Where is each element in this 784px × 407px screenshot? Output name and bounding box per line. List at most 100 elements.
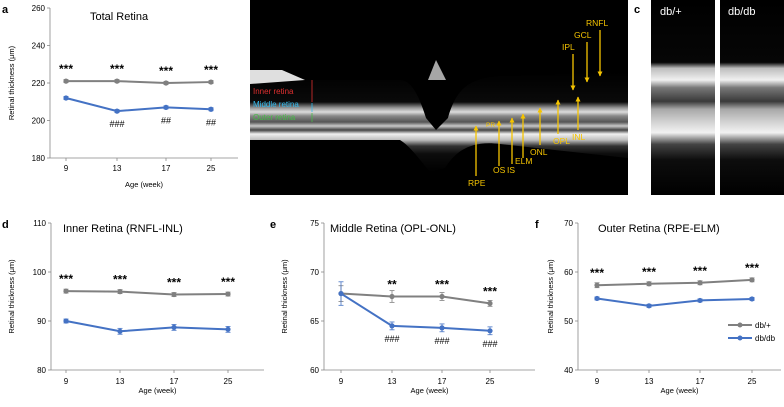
oct-optic-disc bbox=[428, 60, 446, 80]
label-os: OS bbox=[493, 165, 506, 175]
x-tick-label: 13 bbox=[116, 377, 125, 386]
data-point bbox=[117, 328, 123, 334]
series-line bbox=[340, 292, 491, 332]
panel-label-d: d bbox=[2, 219, 9, 231]
label-onl: ONL bbox=[530, 147, 548, 157]
data-point bbox=[389, 323, 395, 329]
series-line bbox=[65, 97, 212, 113]
data-point bbox=[646, 303, 652, 309]
data-point bbox=[646, 281, 652, 287]
panel-label-f: f bbox=[535, 219, 539, 231]
label-rpe: RPE bbox=[468, 178, 486, 188]
y-tick-label: 60 bbox=[564, 268, 573, 277]
y-tick-label: 70 bbox=[564, 219, 573, 228]
label-ipl: IPL bbox=[562, 42, 575, 52]
panel-label-c: c bbox=[634, 4, 640, 16]
data-point bbox=[389, 293, 395, 300]
data-point bbox=[163, 80, 169, 86]
x-tick-label: 9 bbox=[64, 377, 69, 386]
data-point bbox=[697, 297, 703, 304]
significance-hash: ### bbox=[434, 336, 449, 346]
data-point bbox=[439, 293, 445, 300]
thumb-label-dbplus: db/+ bbox=[660, 6, 682, 18]
chart-middle-retina: 60 65 70 75 9 13 17 25 Middle Retina (OPL-ONL) Ag… bbox=[280, 219, 535, 395]
oct-retina-band bbox=[250, 72, 628, 172]
significance-stars: *** bbox=[204, 63, 218, 77]
x-tick-label: 25 bbox=[748, 377, 757, 386]
data-point bbox=[487, 328, 493, 334]
x-tick-label: 25 bbox=[486, 377, 495, 386]
significance-stars: *** bbox=[435, 278, 449, 292]
significance-hash: ### bbox=[482, 339, 497, 349]
data-point bbox=[225, 291, 231, 297]
y-tick-label: 70 bbox=[310, 268, 319, 277]
data-point bbox=[163, 104, 169, 110]
data-point bbox=[749, 277, 755, 283]
x-tick-label: 25 bbox=[224, 377, 233, 386]
y-tick-label: 40 bbox=[564, 366, 573, 375]
oct-image: Inner retina Middle retina Outer retina … bbox=[250, 0, 628, 195]
data-point bbox=[439, 325, 445, 331]
data-point bbox=[171, 324, 177, 330]
series-line bbox=[65, 320, 229, 333]
label-inl: INL bbox=[572, 132, 586, 142]
x-tick-label: 13 bbox=[388, 377, 397, 386]
series-line bbox=[340, 292, 491, 305]
data-point bbox=[63, 288, 69, 294]
y-tick-label: 240 bbox=[32, 42, 46, 51]
label-rnfl: RNFL bbox=[586, 18, 608, 28]
x-tick-label: 25 bbox=[207, 164, 216, 173]
significance-hash: ## bbox=[161, 115, 171, 125]
significance-hash: ### bbox=[384, 334, 399, 344]
x-tick-label: 13 bbox=[113, 164, 122, 173]
label-middle-retina: Middle retina bbox=[253, 100, 299, 109]
data-point bbox=[63, 78, 69, 84]
thumbnail-dbplus: db/+ bbox=[651, 0, 715, 195]
legend-marker-dbplus bbox=[737, 322, 743, 328]
data-point bbox=[749, 296, 755, 302]
data-point bbox=[487, 300, 493, 306]
legend-label-dbdb: db/db bbox=[755, 334, 776, 343]
y-axis-title: Retinal thickness (μm) bbox=[280, 259, 289, 334]
oct-bright-spot bbox=[250, 70, 305, 84]
data-point bbox=[208, 79, 214, 85]
x-axis-title: Age (week) bbox=[139, 386, 177, 395]
y-tick-label: 75 bbox=[310, 219, 319, 228]
significance-stars: *** bbox=[59, 62, 73, 76]
x-axis-title: Age (week) bbox=[411, 386, 449, 395]
significance-stars: *** bbox=[642, 265, 656, 279]
data-point bbox=[114, 78, 120, 84]
label-gcl: GCL bbox=[574, 30, 592, 40]
y-tick-label: 100 bbox=[33, 268, 47, 277]
chart-total-retina: 180 200 220 240 260 9 13 17 25 Total Retina Age (w… bbox=[7, 4, 238, 189]
legend-label-dbplus: db/+ bbox=[755, 321, 771, 330]
data-point bbox=[114, 108, 120, 114]
x-tick-label: 13 bbox=[645, 377, 654, 386]
label-inner-retina: Inner retina bbox=[253, 87, 294, 96]
panel-label-e: e bbox=[270, 219, 276, 231]
panel-label-a: a bbox=[2, 4, 9, 16]
x-tick-label: 17 bbox=[438, 377, 447, 386]
y-tick-label: 65 bbox=[310, 317, 319, 326]
chart-title: Total Retina bbox=[90, 11, 149, 23]
x-tick-label: 17 bbox=[162, 164, 171, 173]
data-point bbox=[117, 289, 123, 295]
x-tick-label: 9 bbox=[595, 377, 600, 386]
significance-stars: *** bbox=[159, 64, 173, 78]
data-point bbox=[594, 295, 600, 302]
series-line bbox=[65, 290, 229, 296]
thumb-label-dbdb: db/db bbox=[728, 6, 756, 18]
y-tick-label: 200 bbox=[32, 117, 46, 126]
y-tick-label: 110 bbox=[33, 219, 46, 228]
chart-inner-retina: 80 90 100 110 9 13 17 25 Inner Retina (RNFL-INL)… bbox=[7, 219, 264, 395]
series-line bbox=[596, 297, 753, 307]
significance-stars: *** bbox=[221, 275, 235, 289]
thumbnail-dbdb: db/db bbox=[720, 0, 784, 195]
label-is: IS bbox=[507, 165, 515, 175]
label-pr: PR bbox=[486, 122, 495, 129]
significance-stars: *** bbox=[110, 62, 124, 76]
significance-stars: *** bbox=[693, 264, 707, 278]
x-tick-label: 9 bbox=[339, 377, 344, 386]
x-axis-title: Age (week) bbox=[661, 386, 699, 395]
